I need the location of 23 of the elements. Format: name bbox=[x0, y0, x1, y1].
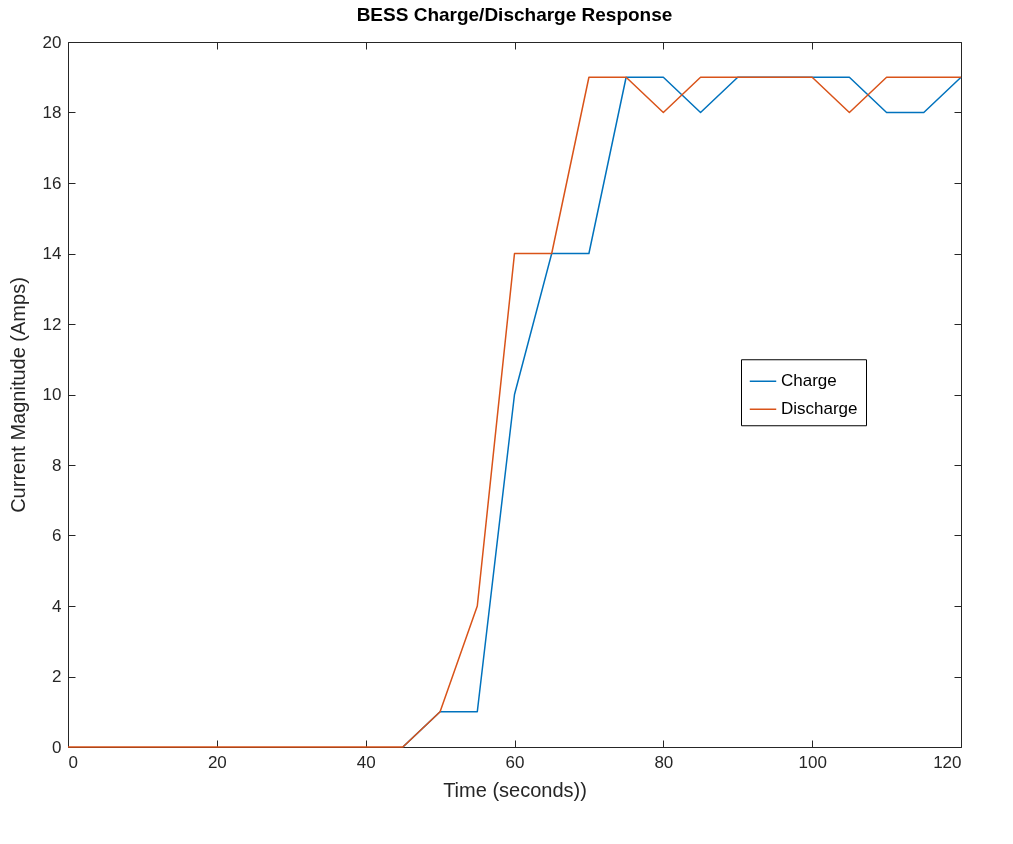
y-tick-label: 18 bbox=[42, 103, 62, 122]
y-axis-title: Current Magnitude (Amps) bbox=[6, 277, 29, 513]
x-tick-label: 40 bbox=[356, 752, 376, 772]
y-tick-label: 14 bbox=[42, 244, 62, 263]
legend-label: Charge bbox=[781, 371, 837, 391]
chart-title: BESS Charge/Discharge Response bbox=[356, 4, 673, 25]
x-tick-label: 120 bbox=[933, 752, 962, 772]
x-tick-label: 80 bbox=[654, 752, 674, 772]
x-tick-label: 100 bbox=[798, 752, 827, 772]
x-tick-label: 0 bbox=[68, 752, 78, 772]
y-tick-label: 10 bbox=[42, 385, 62, 404]
x-tick-label: 60 bbox=[505, 752, 525, 772]
legend-label: Discharge bbox=[781, 399, 858, 419]
x-axis-title: Time (seconds)) bbox=[443, 778, 587, 801]
y-tick-label: 6 bbox=[52, 526, 62, 545]
y-tick-label: 0 bbox=[52, 737, 62, 757]
y-tick-label: 16 bbox=[42, 173, 62, 193]
y-tick-label: 20 bbox=[42, 32, 62, 52]
x-tick-label: 20 bbox=[207, 752, 227, 772]
y-tick-label: 8 bbox=[52, 455, 62, 475]
y-tick-label: 2 bbox=[52, 667, 62, 686]
y-tick-label: 4 bbox=[52, 596, 62, 616]
y-tick-label: 12 bbox=[42, 314, 62, 334]
